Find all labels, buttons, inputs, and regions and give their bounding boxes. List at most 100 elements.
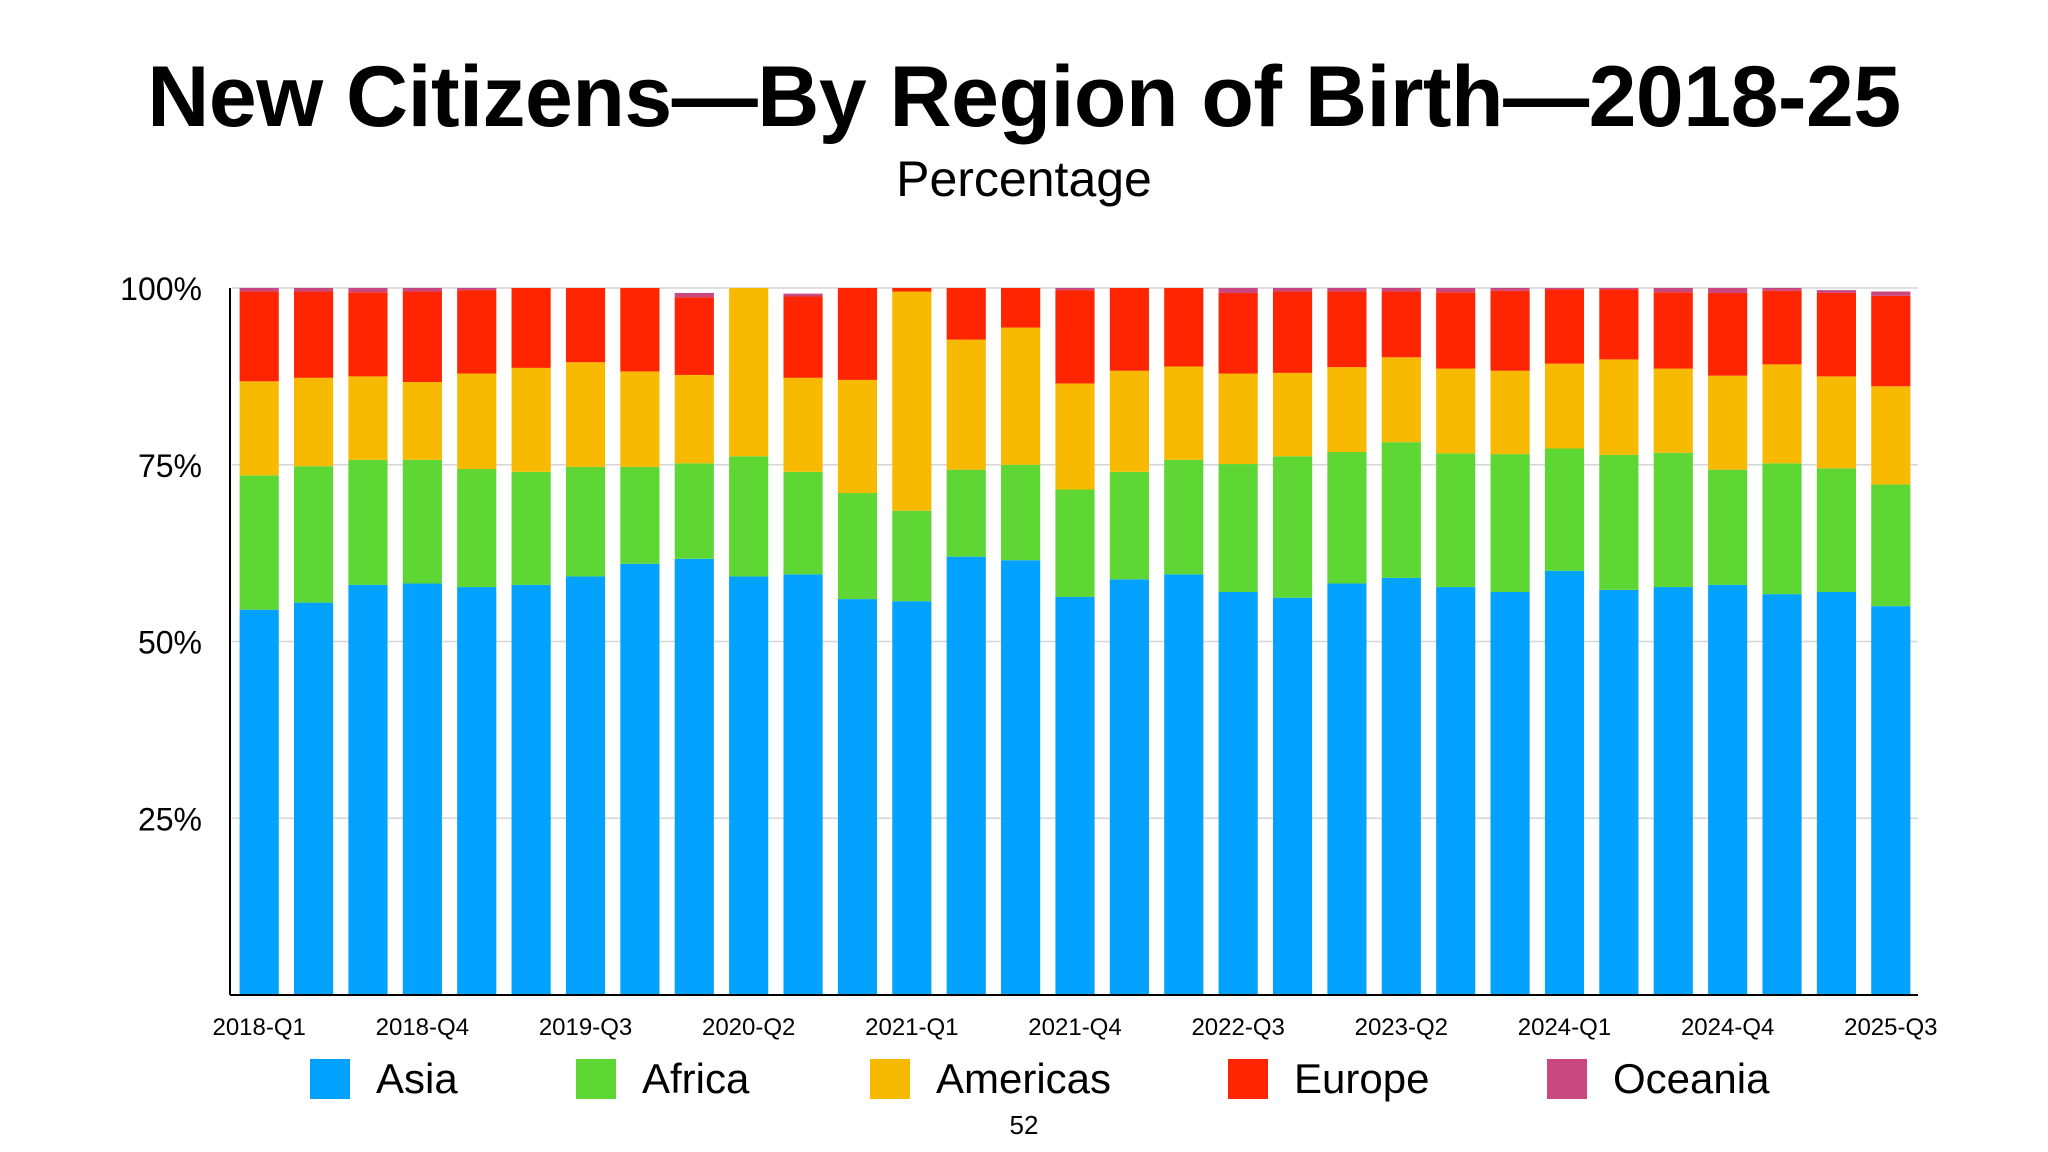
bar-americas-2023-q2 [1381,357,1421,443]
bar-asia-2024-q2 [1599,589,1639,995]
bar-americas-2019-q3 [565,362,606,467]
legend-swatch-africa [576,1059,616,1099]
bar-americas-2019-q1 [457,373,497,469]
bar-europe-2020-q4 [837,288,878,380]
bar-africa-2020-q1 [674,463,714,559]
bar-americas-2021-q1 [892,291,932,511]
bar-europe-2024-q1 [1544,289,1585,364]
bar-americas-2018-q3 [348,376,388,460]
bar-asia-2022-q3 [1218,592,1258,995]
bar-europe-2018-q4 [402,291,442,383]
bar-europe-2020-q1 [674,297,714,375]
bar-asia-2025-q1 [1762,594,1802,995]
bar-africa-2021-q2 [946,469,986,557]
page-number: 52 [1009,1110,1039,1140]
bar-americas-2020-q1 [674,374,714,464]
bar-asia-2021-q4 [1055,596,1095,995]
x-tick-label: 2021-Q4 [1028,1014,1121,1041]
bar-asia-2023-q4 [1490,592,1530,995]
bar-oceania-2018-q4 [402,288,442,292]
bar-americas-2019-q4 [620,371,660,467]
x-tick-label: 2022-Q3 [1191,1014,1284,1041]
bar-europe-2021-q2 [946,288,986,340]
legend-swatch-asia [310,1059,350,1099]
bar-asia-2020-q3 [783,574,823,995]
bar-oceania-2019-q1 [457,288,497,291]
bar-africa-2022-q1 [1109,471,1149,580]
bar-oceania-2020-q1 [674,292,714,298]
bar-americas-2021-q4 [1055,383,1095,490]
legend-item-europe: Europe [1228,1055,1429,1103]
bar-asia-2018-q3 [348,584,388,995]
x-tick-label: 2018-Q1 [212,1014,305,1041]
bar-europe-2020-q3 [783,296,823,378]
y-tick-label: 50% [138,625,202,661]
bar-europe-2024-q3 [1653,292,1693,369]
bar-oceania-2018-q3 [348,288,388,293]
bar-americas-2019-q2 [511,367,551,472]
bar-africa-2018-q4 [402,459,442,584]
legend-swatch-oceania [1547,1059,1587,1099]
bar-asia-2022-q2 [1164,574,1204,995]
bar-oceania-2024-q4 [1708,288,1748,293]
x-tick-label: 2025-Q3 [1844,1014,1937,1041]
bar-asia-2022-q4 [1272,597,1313,995]
bar-africa-2024-q2 [1599,454,1639,590]
bar-americas-2021-q3 [1001,327,1041,465]
x-tick-label: 2020-Q2 [702,1014,795,1041]
bar-asia-2019-q1 [457,587,497,995]
bar-europe-2018-q2 [294,291,334,378]
bar-oceania-2025-q2 [1816,290,1856,293]
legend-item-africa: Africa [576,1055,749,1103]
bar-americas-2024-q4 [1708,375,1748,470]
bar-asia-2023-q2 [1381,577,1421,995]
bar-africa-2018-q1 [239,475,279,610]
bar-europe-2019-q2 [511,288,551,368]
bar-asia-2023-q3 [1436,587,1476,995]
bar-oceania-2024-q2 [1599,288,1639,290]
bar-africa-2025-q2 [1816,468,1856,593]
bar-africa-2021-q4 [1055,489,1095,597]
bar-asia-2021-q2 [946,556,986,995]
bar-oceania-2025-q3 [1871,291,1911,296]
bar-americas-2023-q4 [1490,370,1530,455]
bar-africa-2020-q3 [783,471,823,575]
bar-americas-2023-q1 [1327,367,1367,453]
bar-asia-2019-q3 [565,576,606,995]
bar-africa-2022-q3 [1218,464,1258,593]
bar-oceania-2023-q1 [1327,288,1367,292]
x-tick-label: 2021-Q1 [865,1014,958,1041]
bar-asia-2021-q1 [892,601,932,995]
bar-americas-2020-q3 [783,377,823,472]
bar-asia-2020-q1 [674,558,714,995]
bar-asia-2019-q4 [620,563,660,995]
bar-americas-2021-q2 [946,339,986,470]
bar-asia-2020-q4 [837,599,878,995]
bar-americas-2025-q1 [1762,364,1802,464]
bar-americas-2022-q2 [1164,366,1204,460]
bar-africa-2024-q3 [1653,452,1693,588]
bar-africa-2023-q2 [1381,442,1421,578]
bar-europe-2022-q3 [1218,292,1258,374]
bar-europe-2025-q3 [1871,295,1911,387]
bar-americas-2022-q4 [1272,372,1313,457]
x-tick-label: 2023-Q2 [1355,1014,1448,1041]
bar-africa-2019-q4 [620,466,660,564]
bar-oceania-2022-q4 [1272,288,1313,292]
bar-asia-2021-q3 [1001,560,1041,995]
bar-europe-2022-q2 [1164,288,1204,367]
bar-americas-2020-q4 [837,379,878,494]
bar-asia-2023-q1 [1327,583,1367,995]
bar-asia-2019-q2 [511,584,551,995]
bar-oceania-2022-q3 [1218,288,1258,293]
bar-africa-2020-q4 [837,493,878,600]
bar-americas-2024-q3 [1653,368,1693,453]
legend-item-asia: Asia [310,1055,458,1103]
x-tick-label: 2018-Q4 [376,1014,469,1041]
bar-europe-2021-q4 [1055,290,1095,384]
bar-oceania-2018-q1 [239,288,279,292]
legend-label-oceania: Oceania [1613,1055,1770,1102]
bar-americas-2025-q2 [1816,376,1856,469]
bar-europe-2018-q1 [239,291,279,382]
bar-africa-2025-q3 [1871,484,1911,607]
